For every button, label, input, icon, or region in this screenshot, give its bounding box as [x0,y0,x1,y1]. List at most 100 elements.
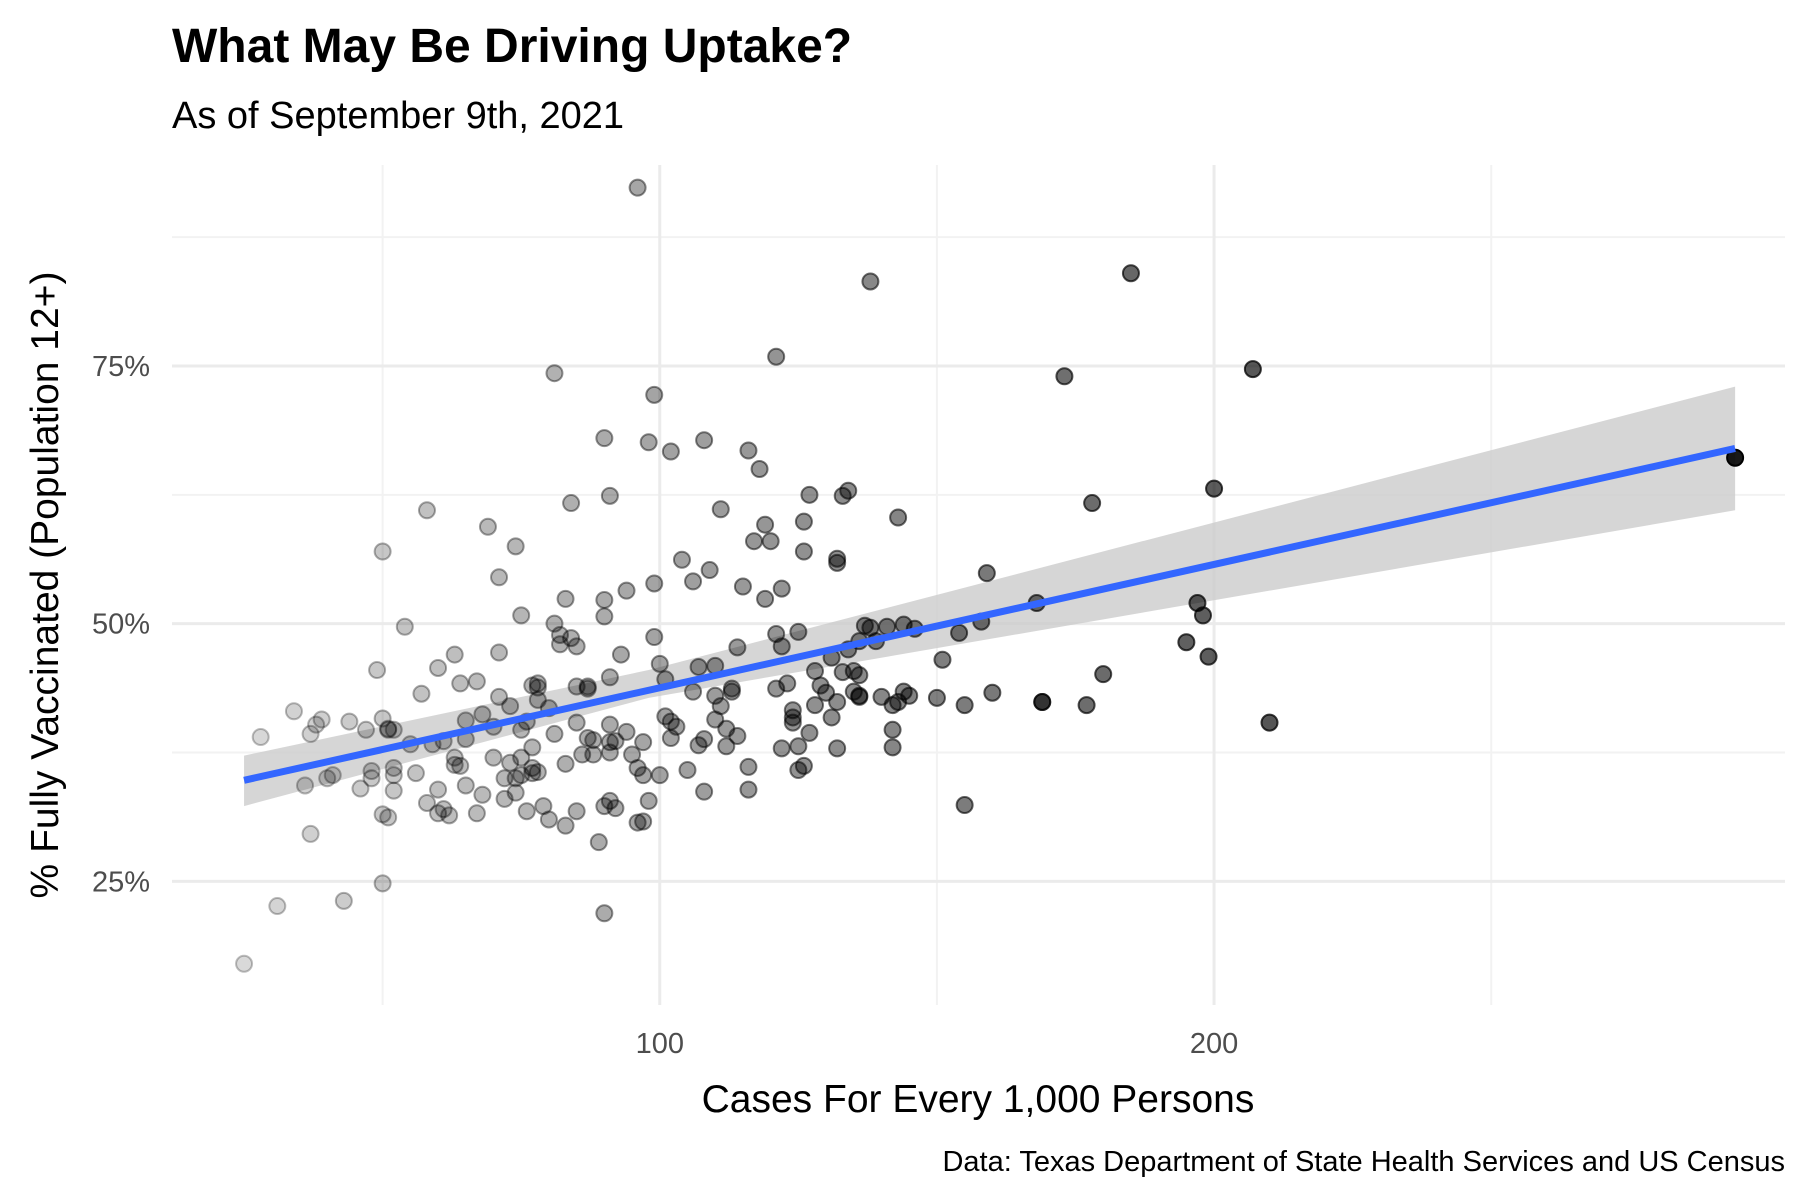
data-point [933,650,952,669]
data-point [634,812,653,831]
data-point [717,737,736,756]
data-point [850,666,869,685]
data-point [406,764,425,783]
data-point [828,739,847,758]
data-point [739,441,758,460]
data-point [1193,606,1212,625]
data-point [551,635,570,654]
data-point [495,769,514,788]
data-point [606,799,625,818]
data-point [645,628,664,647]
data-point [717,719,736,738]
data-point [645,385,664,404]
data-point [528,690,547,709]
data-point [1205,479,1224,498]
data-point [578,677,597,696]
data-point [606,732,625,751]
data-point [251,728,270,747]
data-point [789,737,808,756]
data-point [384,758,403,777]
data-point [1033,692,1052,711]
data-point [490,643,509,662]
data-point [689,657,708,676]
data-point [950,623,969,642]
data-point [794,542,813,561]
data-point [434,800,453,819]
data-point [523,764,542,783]
data-point [362,762,381,781]
data-point [761,532,780,551]
data-point [506,537,525,556]
data-point [661,442,680,461]
data-point [473,785,492,804]
data-point [1243,360,1262,379]
confidence-band [244,386,1736,807]
data-point [484,748,503,767]
data-point [595,590,614,609]
data-point [750,460,769,479]
y-tick-label: 50% [92,609,150,641]
data-point [878,617,897,636]
data-point [955,696,974,715]
data-point [467,672,486,691]
data-point [573,745,592,764]
data-point [523,738,542,757]
data-point [711,697,730,716]
data-point [417,793,436,812]
data-point [739,780,758,799]
data-point [584,731,603,750]
data-point [772,637,791,656]
data-point [1055,367,1074,386]
data-point [473,705,492,724]
data-point [617,722,636,741]
data-point [955,796,974,815]
data-point [645,574,664,593]
data-point [794,512,813,531]
data-point [600,733,619,752]
data-point [639,791,658,810]
data-point [1077,696,1096,715]
data-point [628,178,647,197]
data-point [451,674,470,693]
data-point [1121,264,1140,283]
data-point [1260,713,1279,732]
data-point [656,707,675,726]
data-point [977,564,996,583]
data-point [445,755,464,774]
data-point [523,676,542,695]
data-point [545,614,564,633]
data-point [883,720,902,739]
y-tick-label: 75% [92,351,150,383]
data-point [695,431,714,450]
data-point [451,756,470,775]
data-point [578,729,597,748]
data-point [722,682,741,701]
data-point [772,739,791,758]
data-point [800,485,819,504]
data-point [495,789,514,808]
data-point [595,904,614,923]
data-point [528,763,547,782]
data-point [684,682,703,701]
data-point [661,712,680,731]
data-point [661,729,680,748]
data-point [783,701,802,720]
data-point [528,674,547,693]
data-point [772,579,791,598]
data-point [523,758,542,777]
data-point [445,645,464,664]
data-point [584,745,603,764]
data-point [695,782,714,801]
x-tick-label: 200 [1190,1028,1238,1060]
data-point [268,897,287,916]
chart-subtitle: As of September 9th, 2021 [172,95,624,137]
data-point [368,661,387,680]
data-point [589,833,608,852]
data-point [517,802,536,821]
data-point [611,645,630,664]
data-point [745,532,764,551]
data-point [467,804,486,823]
data-point [783,713,802,732]
data-point [296,776,315,795]
